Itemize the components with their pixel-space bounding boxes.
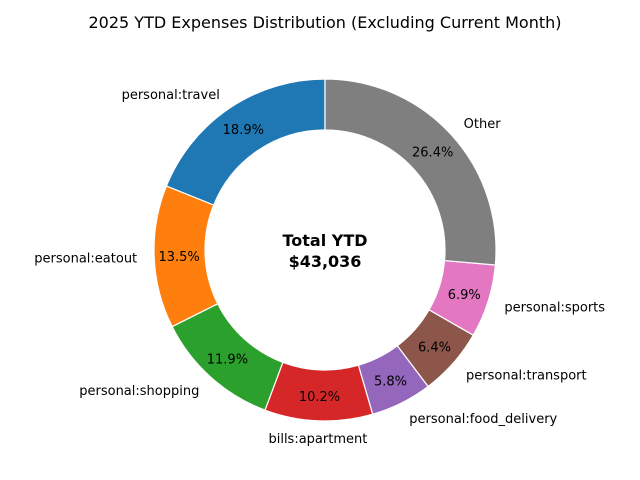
percent-labels-group: 18.9% 13.5% 11.9% 10.2% 5.8% 6.4% 6.9% 26.4% — [158, 123, 480, 405]
percent-label-personal-eatout: 13.5% — [158, 250, 199, 265]
slice-label-other: Other — [464, 117, 502, 132]
percent-label-personal-sports: 6.9% — [448, 288, 481, 303]
slice-label-personal-eatout: personal:eatout — [34, 252, 137, 267]
percent-label-other: 26.4% — [412, 145, 453, 160]
percent-label-personal-travel: 18.9% — [223, 123, 264, 138]
center-label-total: $43,036 — [289, 252, 362, 271]
slices-group — [153, 78, 497, 422]
slice-label-personal-shopping: personal:shopping — [79, 384, 199, 399]
slice-labels-group: personal:travel personal:eatout personal:s… — [34, 88, 605, 447]
slice-other — [324, 78, 497, 266]
percent-label-personal-shopping: 11.9% — [207, 353, 248, 368]
slice-label-personal-sports: personal:sports — [504, 300, 605, 315]
center-label-line1: Total YTD — [282, 231, 367, 250]
slice-label-personal-transport: personal:transport — [466, 368, 587, 383]
percent-label-personal-food-delivery: 5.8% — [374, 375, 407, 390]
slice-label-bills-apartment: bills:apartment — [268, 432, 367, 447]
percent-label-bills-apartment: 10.2% — [299, 390, 340, 405]
percent-label-personal-transport: 6.4% — [418, 341, 451, 356]
slice-label-personal-travel: personal:travel — [122, 88, 220, 103]
chart-title: 2025 YTD Expenses Distribution (Excludin… — [89, 13, 562, 32]
slice-label-personal-food-delivery: personal:food_delivery — [409, 412, 557, 427]
